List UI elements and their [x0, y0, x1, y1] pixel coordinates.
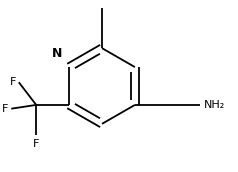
Text: NH₂: NH₂: [203, 100, 225, 110]
Text: F: F: [33, 139, 39, 149]
Text: N: N: [52, 46, 62, 60]
Text: F: F: [9, 77, 16, 87]
Text: F: F: [2, 104, 8, 114]
